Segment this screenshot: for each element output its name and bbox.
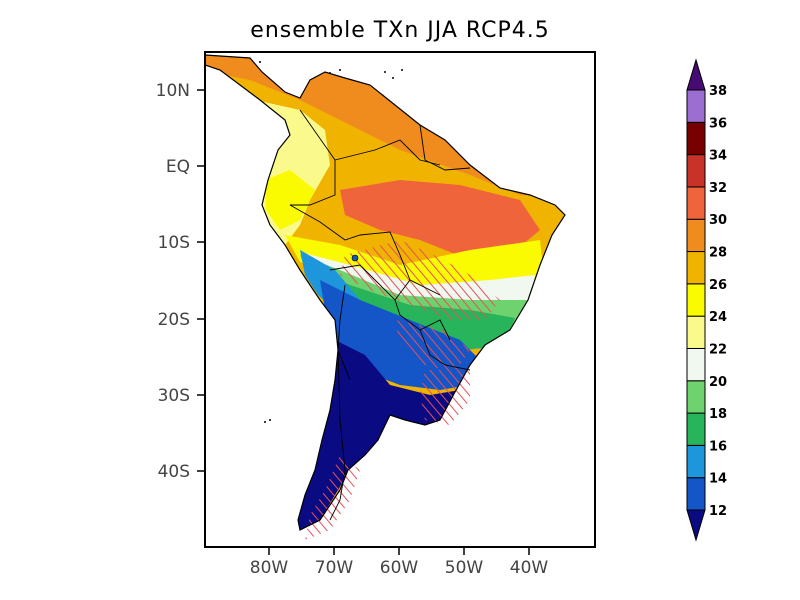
- colorbar-bin: [686, 477, 706, 511]
- map-title: ensemble TXn JJA RCP4.5: [250, 18, 550, 43]
- colorbar-bin: [686, 89, 706, 123]
- colorbar-bin: [686, 218, 706, 253]
- colorbar-label: 32: [709, 181, 727, 196]
- lat-label-20s: 20S: [158, 310, 190, 330]
- lat-axis: 10N EQ 10S 20S 30S 40S: [156, 81, 205, 482]
- colorbar-label: 18: [709, 407, 727, 422]
- colorbar-label: 36: [709, 116, 727, 131]
- colorbar-label: 20: [709, 375, 727, 390]
- lon-label-70w: 70W: [315, 558, 354, 578]
- colorbar-bin: [686, 154, 706, 188]
- colorbar-bin: [686, 315, 706, 349]
- lon-label-50w: 50W: [445, 558, 484, 578]
- colorbar-bin: [686, 380, 706, 414]
- plot-frame: [204, 51, 596, 548]
- colorbar-bin: [686, 121, 706, 156]
- colorbar-label: 22: [709, 342, 727, 357]
- colorbar-bin: [686, 58, 706, 91]
- colorbar-bin: [686, 283, 706, 317]
- colorbar-label: 14: [709, 472, 727, 487]
- lat-label-10s: 10S: [158, 233, 190, 253]
- colorbar-label: 30: [709, 213, 727, 228]
- lat-label-eq: EQ: [166, 157, 190, 177]
- colorbar-label: 34: [709, 149, 727, 164]
- colorbar-bin: [686, 412, 706, 446]
- significance-hatching: [305, 240, 500, 540]
- lon-axis: 80W 70W 60W 50W 40W: [250, 547, 549, 578]
- lon-label-80w: 80W: [250, 558, 289, 578]
- lake-marker: [351, 254, 359, 262]
- country-borders: [289, 109, 471, 521]
- lon-label-60w: 60W: [380, 558, 419, 578]
- islands: [259, 61, 403, 423]
- lat-label-40s: 40S: [158, 462, 190, 482]
- colorbar-bin: [686, 444, 706, 479]
- colorbar-bin: [686, 186, 706, 220]
- colorbar-bin: [686, 509, 706, 542]
- colorbar-label: 24: [709, 310, 727, 325]
- lon-label-40w: 40W: [510, 558, 549, 578]
- colorbar-label: 12: [709, 504, 727, 519]
- colorbar-label: 26: [709, 278, 727, 293]
- lat-label-10n: 10N: [156, 81, 190, 101]
- colorbar: 12 14 16 18 20 22 24 26 28 30 32 34 36 38: [686, 58, 727, 542]
- colorbar-label: 38: [709, 84, 727, 99]
- lat-label-30s: 30S: [158, 386, 190, 406]
- colorbar-bin: [686, 251, 706, 285]
- colorbar-bin: [686, 347, 706, 382]
- temperature-field: [205, 54, 566, 540]
- coastline: [205, 54, 566, 531]
- colorbar-label: 28: [709, 246, 727, 261]
- colorbar-label: 16: [709, 439, 727, 454]
